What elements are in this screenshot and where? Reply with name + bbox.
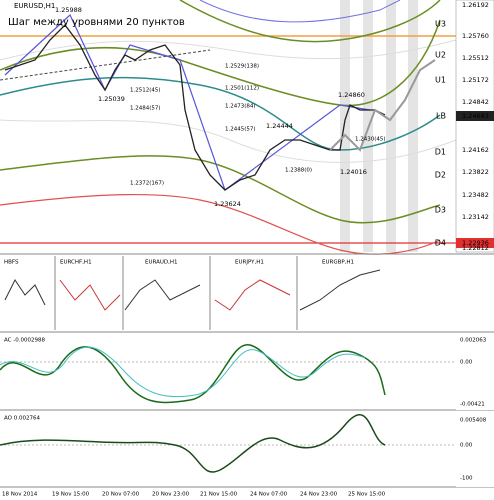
mini-line — [59, 279, 121, 311]
axis-label: 1.24683 — [462, 112, 489, 120]
level-label: 1.2512(45) — [130, 88, 161, 94]
ac-axis: -0.00421 — [460, 402, 485, 408]
mini-line — [4, 279, 46, 306]
axis-label: 1.24842 — [462, 98, 489, 106]
mini-line — [214, 279, 291, 311]
band-label: U3 — [435, 20, 446, 29]
ao-title: AO 0.002764 — [4, 416, 40, 422]
note: Шаг между уровнями 20 пунктов — [8, 17, 185, 28]
band-label: D3 — [435, 206, 446, 215]
date-label: 24 Nov 23:00 — [300, 492, 338, 498]
mini-title: EURGBP,H1 — [322, 260, 354, 266]
forecast-line — [329, 59, 436, 152]
axis-label: 1.25172 — [462, 76, 489, 84]
level-label: 1.2529(138) — [225, 64, 259, 70]
band-label: D1 — [435, 148, 446, 157]
mini-charts — [4, 256, 381, 330]
mini-line — [124, 279, 201, 311]
band-u3 — [179, 0, 441, 43]
band-label: U2 — [435, 51, 446, 60]
band-label: D2 — [435, 171, 446, 180]
date-label: 20 Nov 23:00 — [152, 492, 190, 498]
level-label: 1.2430(45) — [355, 137, 386, 143]
price-label: 1.25988 — [55, 6, 82, 14]
price-label: 1.24860 — [338, 91, 365, 99]
mini-title: HBFS — [4, 260, 19, 266]
date-label: 24 Nov 07:00 — [250, 492, 288, 498]
price-tag — [456, 111, 494, 121]
level-label: 1.2484(57) — [130, 106, 161, 112]
axis-strip — [456, 412, 494, 487]
level-label: 1.2445(57) — [225, 127, 256, 133]
axis-label: 1.22936 — [462, 239, 489, 247]
date-label: 25 Nov 15:00 — [348, 492, 386, 498]
band-label: U1 — [435, 76, 446, 85]
session-band — [340, 0, 350, 252]
level-label: 1.2473(84) — [225, 104, 256, 110]
axis-label: 1.25760 — [462, 32, 489, 40]
band-lb — [0, 76, 441, 151]
ac-axis: 0.00 — [460, 360, 473, 366]
date-label: 20 Nov 07:00 — [102, 492, 140, 498]
axis-strip — [456, 334, 494, 410]
zigzag — [4, 14, 371, 191]
axis-label: 1.26192 — [462, 1, 489, 9]
axis-label: 1.23482 — [462, 191, 489, 199]
ao-axis: 0.005408 — [460, 418, 487, 424]
band-line — [199, 0, 401, 23]
mini-title: EURJPY,H1 — [235, 260, 264, 266]
level-label: 1.2388(0) — [285, 168, 312, 174]
ao-line — [0, 414, 386, 473]
session-band — [386, 0, 396, 252]
ac-signal — [0, 346, 366, 398]
price-line — [4, 24, 386, 191]
band-label: LB — [436, 112, 446, 121]
band-line — [0, 119, 457, 163]
axis-label: 1.23822 — [462, 168, 489, 176]
band-line — [0, 39, 457, 61]
mini-title: EURAUD,H1 — [145, 260, 178, 266]
mini-line — [299, 269, 381, 311]
ao-axis: 0.00 — [460, 443, 473, 449]
ao-axis: -100 — [460, 476, 473, 482]
axis-label: 1.23142 — [462, 213, 489, 221]
main-window: EURUSD,H1 Шаг между уровнями 20 пунктов — [0, 0, 494, 255]
band-d3 — [0, 155, 441, 224]
axis-label: 1.25512 — [462, 54, 489, 62]
session-band — [408, 0, 418, 252]
ac-title: AC -0.0002988 — [4, 338, 45, 344]
ac-window — [0, 334, 494, 410]
trend-line — [0, 49, 211, 81]
date-label: 18 Nov 2014 — [2, 492, 38, 498]
level-label: 1.2372(167) — [130, 181, 164, 187]
band-label: D4 — [435, 239, 446, 248]
axis-label: 1.24162 — [462, 146, 489, 154]
date-label: 19 Nov 15:00 — [52, 492, 90, 498]
level-label: 1.2501(112) — [225, 86, 259, 92]
symbol: EURUSD,H1 — [14, 2, 55, 10]
price-tag — [456, 238, 494, 248]
price-label: 1.25039 — [98, 95, 125, 103]
ac-axis: 0.002063 — [460, 338, 487, 344]
axis-label: 1.22812 — [462, 244, 489, 252]
mini-title: EURCHF,H1 — [60, 260, 92, 266]
date-label: 21 Nov 15:00 — [200, 492, 238, 498]
price-label: 1.24016 — [340, 168, 367, 176]
price-label: 1.23624 — [214, 200, 241, 208]
ac-line — [0, 344, 386, 404]
price-axis — [455, 0, 494, 253]
price-label: 1.24444 — [266, 122, 293, 130]
ao-window — [0, 412, 494, 487]
